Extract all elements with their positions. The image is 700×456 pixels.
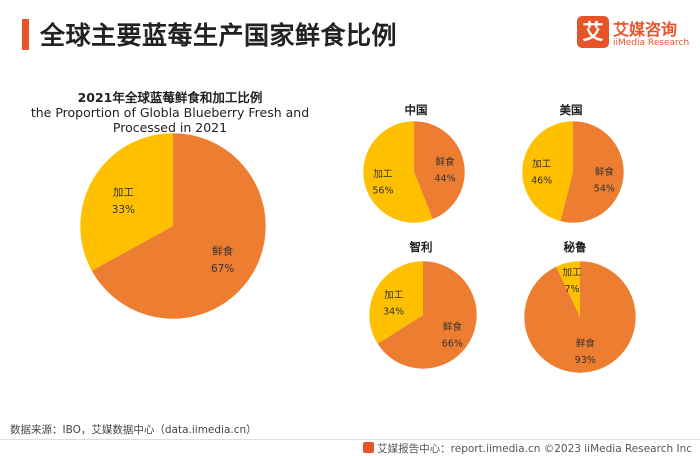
pie-4-fresh-value: 93% bbox=[575, 355, 596, 366]
footer-divider bbox=[0, 439, 700, 440]
pie-4-processed-value: 7% bbox=[564, 284, 579, 295]
pie-3-fresh-value: 66% bbox=[442, 339, 463, 350]
pie-1-processed-label: 加工 bbox=[373, 169, 393, 180]
pie-1-title: 中国 bbox=[405, 103, 428, 117]
pie-2-processed-label: 加工 bbox=[532, 159, 552, 170]
report-center-icon bbox=[363, 442, 375, 453]
pie-0-slice-processed bbox=[79, 132, 173, 271]
pie-2-outline bbox=[521, 120, 625, 224]
pie-1-fresh-value: 44% bbox=[434, 174, 455, 185]
pie-0 bbox=[79, 132, 267, 320]
pie-3-title: 智利 bbox=[410, 240, 433, 254]
logo-mark: 艾 bbox=[577, 16, 609, 48]
pie-4-slice-processed bbox=[556, 261, 580, 317]
pie-3-slice-fresh bbox=[377, 261, 478, 369]
pie-2 bbox=[521, 120, 625, 224]
pie-1-outline bbox=[362, 120, 466, 224]
pie-2-title: 美国 bbox=[560, 103, 583, 117]
pie-3 bbox=[368, 260, 478, 370]
pie-1 bbox=[362, 120, 466, 224]
data-source: 数据来源：IBO，艾媒数据中心（data.iimedia.cn） bbox=[10, 424, 257, 436]
pie-3-slice-processed bbox=[369, 261, 423, 344]
pie-3-fresh-label: 鲜食 bbox=[443, 321, 463, 333]
pie-0-fresh-value: 67% bbox=[211, 263, 234, 275]
title-accent-bar bbox=[22, 19, 29, 50]
iimedia-logo: 艾 艾媒咨询 iiMedia Research bbox=[577, 16, 692, 54]
pie-1-slice-fresh bbox=[414, 121, 465, 220]
pie-1-slice-processed bbox=[362, 121, 433, 223]
logo-text-cn: 艾媒咨询 bbox=[613, 20, 678, 39]
logo-text-en: iiMedia Research bbox=[613, 38, 690, 48]
pie-2-fresh-value: 54% bbox=[594, 183, 615, 194]
footer-text: 艾媒报告中心：report.iimedia.cn ©2023 iiMedia R… bbox=[377, 443, 692, 455]
main-pie-title-block: 2021年全球蓝莓鲜食和加工比例 the Proportion of Globl… bbox=[10, 90, 330, 135]
pie-3-processed-value: 34% bbox=[383, 306, 404, 317]
pie-4-slice-fresh bbox=[524, 261, 637, 373]
pie-4 bbox=[523, 260, 637, 374]
pie-0-fresh-label: 鲜食 bbox=[212, 244, 233, 257]
main-pie-subtitle: the Proportion of Globla Blueberry Fresh… bbox=[30, 105, 310, 135]
pie-0-processed-value: 33% bbox=[112, 204, 135, 216]
pie-0-processed-label: 加工 bbox=[113, 187, 134, 199]
pie-4-fresh-label: 鲜食 bbox=[576, 337, 596, 349]
pie-0-slice-fresh bbox=[91, 133, 266, 319]
pie-2-slice-processed bbox=[521, 121, 573, 222]
pie-3-processed-label: 加工 bbox=[384, 290, 404, 301]
pie-1-fresh-label: 鲜食 bbox=[436, 156, 456, 168]
pie-2-processed-value: 46% bbox=[531, 176, 552, 187]
pie-2-slice-fresh bbox=[560, 121, 624, 223]
main-pie-title: 2021年全球蓝莓鲜食和加工比例 bbox=[77, 90, 263, 105]
page-title: 全球主要蓝莓生产国家鲜食比例 bbox=[40, 21, 398, 50]
pie-1-processed-value: 56% bbox=[372, 185, 393, 196]
footer: 艾媒报告中心：report.iimedia.cn ©2023 iiMedia R… bbox=[363, 441, 692, 456]
pie-4-processed-label: 加工 bbox=[562, 268, 582, 279]
pie-3-outline bbox=[368, 260, 478, 370]
pie-2-fresh-label: 鲜食 bbox=[595, 166, 615, 178]
pie-0-outline bbox=[79, 132, 267, 320]
pie-4-outline bbox=[523, 260, 637, 374]
pie-4-title: 秘鲁 bbox=[564, 240, 587, 254]
